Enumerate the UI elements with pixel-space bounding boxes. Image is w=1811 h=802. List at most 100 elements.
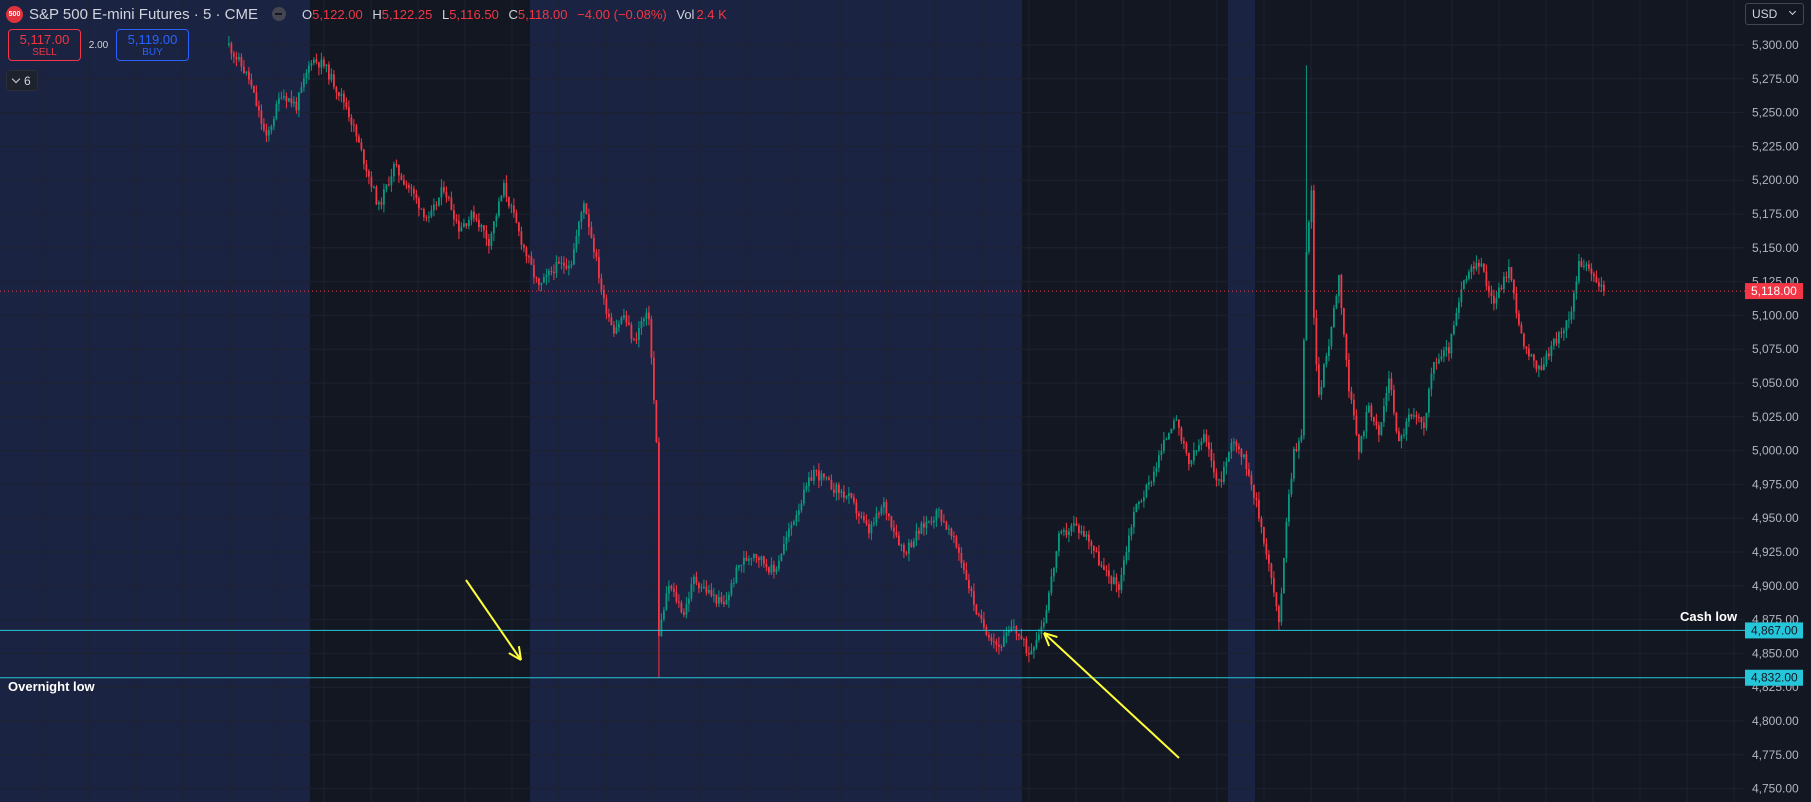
candle-body — [1458, 302, 1460, 313]
candle-body — [1363, 431, 1365, 437]
candle-body — [1055, 551, 1058, 568]
candle-body — [283, 96, 285, 98]
volume-label: Vol — [676, 6, 695, 22]
candle-body — [1575, 281, 1578, 294]
cash-low-label: Cash low — [1680, 609, 1738, 624]
candle-body — [1593, 273, 1595, 277]
candle-body — [453, 210, 455, 220]
candle-body — [1358, 434, 1360, 452]
candle-body — [1268, 554, 1270, 564]
candle-body — [1193, 450, 1195, 461]
candle-body — [720, 596, 723, 603]
candle-body — [1603, 284, 1605, 292]
collapse-legend-icon[interactable] — [271, 7, 286, 21]
candle-body — [1200, 441, 1203, 446]
candle-body — [1490, 292, 1493, 296]
candle-body — [723, 602, 725, 605]
candle-body — [705, 586, 708, 593]
candle-body — [253, 85, 255, 93]
y-tick-label: 4,900.00 — [1752, 579, 1799, 593]
candle-body — [353, 124, 355, 126]
candle-body — [1558, 332, 1560, 344]
candle-body — [750, 558, 753, 560]
sell-button[interactable]: 5,117.00 SELL — [8, 29, 81, 61]
candle-body — [1443, 350, 1445, 357]
symbol-title[interactable]: S&P 500 E-mini Futures · 5 · CME — [29, 5, 258, 23]
candle-body — [915, 530, 918, 541]
candle-body — [725, 600, 728, 605]
candle-body — [903, 544, 905, 553]
candle-body — [603, 289, 605, 299]
candle-body — [480, 225, 483, 228]
candle-body — [580, 212, 583, 222]
candle-body — [290, 98, 293, 104]
candle-body — [685, 603, 688, 615]
candle-body — [1085, 534, 1088, 537]
candle-body — [945, 522, 948, 530]
candle-body — [1103, 565, 1105, 571]
candle-body — [1438, 359, 1440, 364]
candle-body — [1083, 531, 1085, 537]
candle-body — [558, 261, 560, 264]
candle-body — [1460, 289, 1463, 303]
candle-body — [983, 619, 985, 628]
candle-body — [1260, 518, 1263, 528]
candle-body — [653, 357, 655, 401]
candle-body — [680, 602, 683, 613]
candle-body — [1175, 419, 1178, 421]
candle-body — [1430, 373, 1433, 390]
candle-body — [745, 557, 748, 561]
buy-button[interactable]: 5,119.00 BUY — [116, 29, 189, 61]
candle-body — [475, 218, 478, 220]
candle-body — [838, 484, 840, 493]
low-value: 5,116.50 — [449, 6, 499, 22]
candle-body — [250, 79, 253, 86]
candle-body — [1473, 266, 1475, 269]
candle-body — [1075, 523, 1078, 526]
indicators-count: 6 — [24, 73, 31, 88]
candle-body — [608, 313, 610, 318]
candle-body — [1093, 546, 1095, 551]
last-price-label: 5,118.00 — [1751, 284, 1797, 298]
currency-select[interactable]: USD — [1745, 3, 1804, 25]
candle-body — [1063, 530, 1065, 532]
candle-body — [308, 65, 310, 73]
candle-body — [338, 92, 340, 96]
candle-body — [1528, 348, 1530, 357]
candle-body — [670, 585, 673, 589]
candle-body — [268, 130, 270, 136]
close-label: C — [508, 6, 518, 22]
last-price-badge — [1745, 283, 1803, 300]
candle-body — [1043, 622, 1045, 627]
candle-body — [523, 244, 525, 248]
candle-body — [1263, 527, 1265, 544]
candle-body — [823, 473, 825, 478]
candle-body — [1018, 633, 1020, 636]
candle-body — [908, 542, 910, 554]
candle-body — [765, 563, 768, 568]
candle-body — [563, 262, 565, 266]
candle-body — [595, 252, 598, 257]
candle-body — [770, 564, 773, 573]
candle-body — [675, 591, 678, 602]
candle-body — [910, 542, 913, 547]
candle-body — [335, 87, 338, 93]
candle-body — [990, 637, 993, 642]
candle-body — [1185, 443, 1188, 453]
candle-body — [1270, 563, 1273, 578]
candle-body — [1223, 466, 1225, 482]
candle-body — [1580, 260, 1583, 267]
candle-body — [618, 323, 620, 328]
candle-body — [483, 225, 485, 231]
candle-body — [748, 558, 750, 561]
candle-body — [500, 195, 503, 202]
candle-body — [1515, 293, 1518, 314]
candle-body — [478, 219, 480, 228]
candle-body — [1540, 365, 1543, 371]
candle-body — [1190, 460, 1193, 465]
indicators-toggle-button[interactable]: 6 — [6, 70, 38, 91]
candle-body — [585, 203, 588, 215]
candle-body — [593, 237, 595, 253]
volume-value: 2.4 K — [696, 6, 727, 22]
